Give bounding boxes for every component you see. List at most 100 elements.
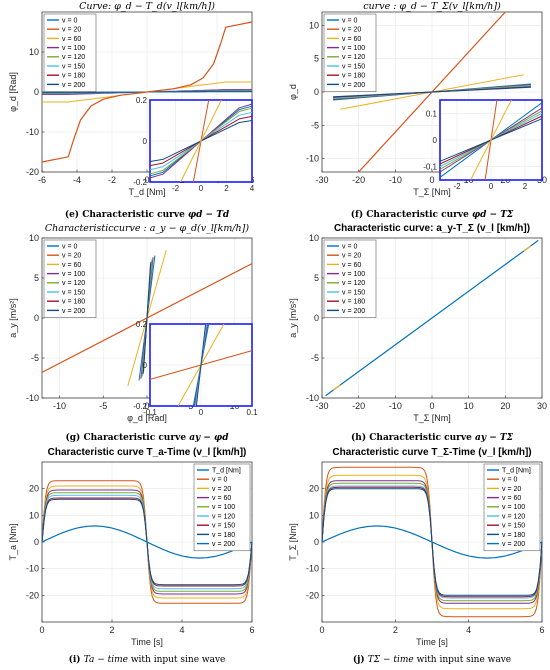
x-tick-label: 0	[199, 408, 204, 417]
legend-label: v = 60	[62, 262, 81, 269]
x-tick-label: -2	[453, 182, 461, 191]
legend-label: v = 200	[342, 82, 365, 89]
x-tick-label: 2	[393, 625, 398, 635]
caption-math: ay − φd	[189, 433, 229, 443]
legend-label: v = 120	[212, 513, 235, 520]
legend-label: v = 100	[342, 45, 365, 52]
y-tick-label: 10	[29, 510, 39, 520]
y-tick-label: 10	[309, 233, 319, 243]
caption: (f) Characteristic curve φd − TΣ	[351, 209, 514, 220]
y-tick-label: -5	[311, 353, 319, 363]
caption-letter: (i)	[69, 654, 84, 665]
x-axis-label: Time [s]	[416, 637, 448, 647]
x-tick-label: -0.1	[143, 408, 157, 417]
y-tick-label: 5	[34, 273, 39, 283]
inset-f: -2 0 2 -0.1 0 0.1	[423, 99, 543, 191]
x-tick-label: -2	[172, 184, 180, 193]
x-tick-label: -30	[315, 175, 328, 185]
y-tick-label: 5	[314, 273, 319, 283]
y-tick-label: 0	[433, 136, 438, 145]
legend-label: v = 0	[212, 477, 227, 484]
caption-text: Characteristic curve	[82, 210, 188, 220]
y-tick-label: 10	[29, 47, 39, 57]
x-tick-label: -30	[315, 401, 328, 411]
y-tick-label: 0	[34, 313, 39, 323]
x-tick-label: 0	[429, 401, 434, 411]
y-tick-label: 0	[314, 87, 319, 97]
legend-label: v = 20	[62, 253, 81, 260]
y-tick-label: -20	[26, 590, 39, 600]
legend-label: v = 100	[342, 271, 365, 278]
x-tick-label: 6	[249, 625, 254, 635]
legend-label: v = 20	[342, 27, 361, 34]
caption-text: Characteristic curve	[366, 210, 472, 220]
y-tick-label: 10	[309, 20, 319, 30]
inset-line	[195, 323, 207, 407]
legend-label: v = 0	[342, 243, 357, 250]
y-tick-label: 10	[309, 510, 319, 520]
series-segment-v60	[332, 384, 341, 391]
x-tick-label: 10	[464, 401, 474, 411]
caption: (e) Characteristic curve φd − Td	[65, 209, 230, 220]
x-tick-label: 4	[466, 625, 471, 635]
x-axis-label: φ_d [Rad]	[127, 413, 167, 423]
legend-label: v = 100	[502, 504, 525, 511]
caption-text: with input sine wave	[131, 655, 226, 665]
x-tick-label: 0	[429, 175, 434, 185]
caption-math: Ta − time	[84, 655, 131, 665]
y-tick-label: 20	[29, 484, 39, 494]
legend-label: v = 180	[342, 73, 365, 80]
y-tick-label: 0	[143, 361, 148, 370]
legend-label: v = 100	[212, 504, 235, 511]
legend-label: v = 200	[342, 308, 365, 315]
caption-math: TΣ − time	[368, 655, 417, 665]
x-axis-label: T_d [Nm]	[128, 187, 165, 197]
y-tick-label: -20	[26, 167, 39, 177]
legend-label: v = 60	[342, 36, 361, 43]
y-tick-label: 0	[143, 137, 148, 146]
series-line	[143, 263, 151, 373]
legend-label: v = 200	[502, 541, 525, 548]
y-tick-label: 0	[314, 537, 319, 547]
caption-letter: (g)	[65, 432, 83, 443]
chart-i: 0 2 4 6 -20 -10 0 10 20 T_d [Nm] v = 0 v = 20 v = 60…	[8, 447, 255, 665]
inset-line-v60	[180, 99, 222, 183]
y-tick-label: -10	[26, 564, 39, 574]
x-tick-label: -2	[108, 175, 116, 185]
y-tick-label: 0.2	[136, 96, 148, 105]
legend-label: v = 180	[342, 299, 365, 306]
y-axis-label: T_Σ [Nm]	[288, 523, 298, 561]
y-tick-label: 0	[34, 87, 39, 97]
legend-label: T_d [Nm]	[212, 467, 241, 474]
caption-letter: (h)	[351, 432, 369, 443]
y-tick-label: -5	[311, 120, 319, 130]
legend-label: v = 20	[62, 27, 81, 34]
caption-math: φd − TΣ	[472, 210, 514, 220]
x-tick-label: 0.1	[246, 408, 258, 417]
inset-frame	[149, 323, 253, 407]
legend-label: v = 100	[62, 45, 85, 52]
x-tick-label: 0	[144, 401, 149, 411]
legend-box	[323, 13, 377, 92]
caption-text: Characteristic curve	[83, 433, 189, 443]
legend-label: v = 60	[342, 262, 361, 269]
y-tick-label: -10	[26, 393, 39, 403]
caption-letter: (j)	[353, 654, 368, 665]
series-line-v20	[41, 21, 253, 163]
inset-g: -0.1 0 0.1-0.200.2	[133, 320, 258, 417]
x-tick-label: 0	[199, 184, 204, 193]
y-axis-label: a_y [m/s²]	[288, 298, 298, 338]
x-axis-label: T_Σ [Nm]	[413, 187, 451, 197]
legend-label: v = 120	[62, 280, 85, 287]
legend-label: v = 150	[62, 63, 85, 70]
legend-label: v = 150	[342, 63, 365, 70]
x-tick-label: -10	[389, 401, 402, 411]
legend-label: v = 200	[62, 82, 85, 89]
legend-label: v = 60	[502, 495, 521, 502]
chart-title: Characteristic curve T_Σ-Time (v_l [km/h…	[332, 447, 531, 458]
inset-e: -2 0 2 4-0.200.2	[133, 96, 255, 193]
x-tick-label: 2	[109, 625, 114, 635]
x-tick-label: 30	[537, 401, 547, 411]
series-line	[332, 86, 532, 98]
series-line-input-sine	[41, 525, 253, 559]
